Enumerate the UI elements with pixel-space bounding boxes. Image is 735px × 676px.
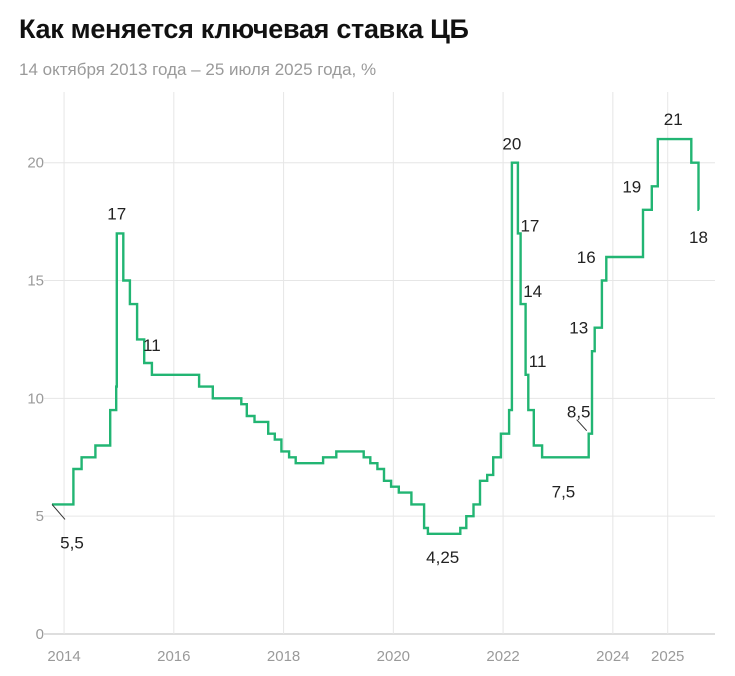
x-tick-label: 2024 xyxy=(596,648,629,665)
leader-line xyxy=(51,504,66,520)
data-label: 11 xyxy=(143,336,161,355)
data-label: 8,5 xyxy=(567,403,591,422)
data-label: 18 xyxy=(689,228,708,247)
chart-subtitle: 14 октября 2013 года – 25 июля 2025 года… xyxy=(19,60,377,79)
y-axis-ticks: 0 5 10 15 20 xyxy=(27,155,44,643)
y-tick-label: 20 xyxy=(27,155,44,172)
grid xyxy=(44,92,715,635)
data-label: 16 xyxy=(577,248,596,267)
data-label: 5,5 xyxy=(60,533,84,552)
x-tick-label: 2025 xyxy=(651,648,684,665)
data-label: 11 xyxy=(529,352,547,371)
x-tick-label: 2016 xyxy=(157,648,190,665)
data-label: 14 xyxy=(523,282,542,301)
y-tick-label: 5 xyxy=(36,508,44,525)
y-tick-label: 10 xyxy=(27,390,44,407)
data-label: 17 xyxy=(520,216,539,235)
data-label: 4,25 xyxy=(426,548,459,567)
x-tick-label: 2014 xyxy=(47,648,80,665)
x-tick-label: 2018 xyxy=(267,648,300,665)
series-line xyxy=(52,137,700,535)
x-axis-ticks: 2014 2016 2018 2020 2022 2024 2025 xyxy=(47,648,684,665)
series-line-group xyxy=(52,137,700,535)
data-label: 20 xyxy=(502,135,521,154)
data-label: 21 xyxy=(664,110,683,129)
x-tick-label: 2022 xyxy=(486,648,519,665)
x-tick-label: 2020 xyxy=(377,648,410,665)
data-label: 7,5 xyxy=(552,482,576,501)
data-labels: 5,5 17 11 4,25 20 17 14 11 7,5 8,5 13 16 19 21 18 xyxy=(51,110,708,567)
y-tick-label: 15 xyxy=(27,273,44,290)
chart-title: Как меняется ключевая ставка ЦБ xyxy=(19,14,469,44)
data-label: 13 xyxy=(569,319,588,338)
data-label: 19 xyxy=(622,177,641,196)
y-tick-label: 0 xyxy=(36,626,44,643)
data-label: 17 xyxy=(107,204,126,223)
leader-line xyxy=(576,419,588,432)
